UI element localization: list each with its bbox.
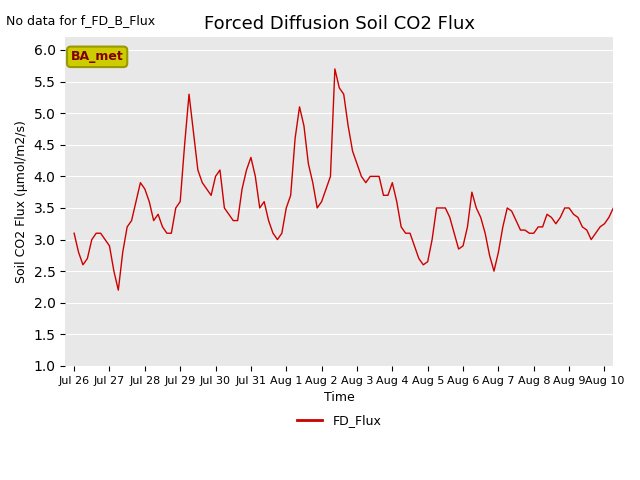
X-axis label: Time: Time	[324, 391, 355, 404]
Legend: FD_Flux: FD_Flux	[292, 409, 386, 432]
Text: BA_met: BA_met	[71, 50, 124, 63]
Text: No data for f_FD_B_Flux: No data for f_FD_B_Flux	[6, 14, 156, 27]
Y-axis label: Soil CO2 Flux (μmol/m2/s): Soil CO2 Flux (μmol/m2/s)	[15, 120, 28, 283]
Title: Forced Diffusion Soil CO2 Flux: Forced Diffusion Soil CO2 Flux	[204, 15, 475, 33]
